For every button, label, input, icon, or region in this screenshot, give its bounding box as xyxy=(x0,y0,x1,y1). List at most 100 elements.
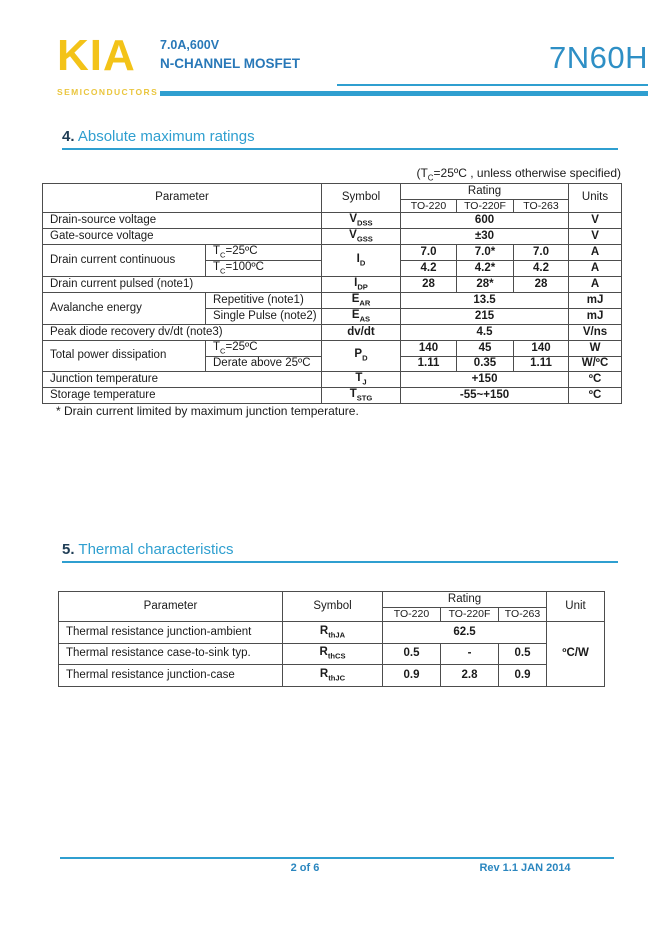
value-cell: 4.2* xyxy=(456,260,514,278)
column-header-symbol: Symbol xyxy=(282,591,383,622)
section4-number: 4. xyxy=(62,128,75,145)
column-header-unit: Unit xyxy=(546,591,606,622)
parameter-cell: Peak diode recovery dv/dt (note3) xyxy=(42,324,322,341)
symbol-cell: RthJA xyxy=(282,621,383,644)
table-row: Single Pulse (note2) EAS 215 mJ xyxy=(43,308,623,326)
value-cell: 7.0 xyxy=(400,244,457,262)
unit-cell: mJ xyxy=(568,292,623,310)
symbol-cell: VGSS xyxy=(321,228,401,246)
section5-number: 5. xyxy=(62,541,75,558)
header-rule-thin xyxy=(337,84,648,86)
symbol-cell: IDP xyxy=(321,276,401,294)
part-number: 7N60H xyxy=(549,40,648,75)
symbol-cell: RthJC xyxy=(282,664,383,687)
header-row: Parameter Symbol Rating Unit xyxy=(58,591,606,622)
value-cell: 600 xyxy=(399,212,570,230)
parameter-cell: Thermal resistance junction-ambient xyxy=(58,621,283,644)
value-cell: 0.5 xyxy=(497,642,548,665)
unit-cell: ºC xyxy=(568,387,623,405)
value-cell: 13.5 xyxy=(399,292,570,310)
section4-title: Absolute maximum ratings xyxy=(77,128,255,145)
subparameter-cell: Single Pulse (note2) xyxy=(205,308,322,326)
value-cell: -55~+150 xyxy=(399,387,570,405)
value-cell: 0.9 xyxy=(497,664,548,687)
table-row: Junction temperature TJ +150 ºC xyxy=(42,371,623,389)
thermal-characteristics-table: Parameter Symbol Rating Unit TO-220 TO-220F TO… xyxy=(58,591,606,687)
parameter-cell: Total power dissipation xyxy=(42,339,206,373)
kia-logo: KIA xyxy=(57,31,136,80)
value-cell: 7.0* xyxy=(456,244,514,262)
table-row: Thermal resistance case-to-sink typ. RthC… xyxy=(58,642,605,665)
parameter-cell: Thermal resistance junction-case xyxy=(58,664,283,687)
value-cell: 215 xyxy=(399,308,570,326)
symbol-cell: EAS xyxy=(321,308,401,326)
parameter-cell: Gate-source voltage xyxy=(42,228,322,246)
table-row: Drain-source voltage VDSS 600 V xyxy=(42,212,623,230)
unit-cell: V xyxy=(568,212,623,230)
value-cell: 4.5 xyxy=(399,324,570,341)
value-cell: 0.5 xyxy=(382,642,441,665)
parameter-cell: Drain current continuous xyxy=(42,244,206,278)
table-row: Total power dissipation TC=25ºC PD 140 45 140… xyxy=(42,339,623,373)
symbol-cell: ID xyxy=(321,244,401,278)
column-header-rating: Rating xyxy=(399,183,570,200)
value-cell: 4.2 xyxy=(400,260,457,278)
section4-rule xyxy=(62,148,618,150)
subparameter-cell: TC=100ºC xyxy=(205,260,322,278)
section5-title: Thermal characteristics xyxy=(78,541,234,558)
unit-cell: W/ºC xyxy=(568,355,623,373)
parameter-cell: Avalanche energy xyxy=(42,292,206,326)
section5-heading: 5. Thermal characteristics xyxy=(62,541,233,558)
unit-cell: W xyxy=(568,339,623,357)
unit-cell: V/ns xyxy=(568,324,623,341)
section4-heading: 4. Absolute maximum ratings xyxy=(62,128,255,145)
package-header: TO-220F xyxy=(456,198,514,214)
value-cell: - xyxy=(440,642,499,665)
table-row: Gate-source voltage VGSS ±30 V xyxy=(42,228,623,246)
table-footnote: * Drain current limited by maximum junct… xyxy=(56,404,359,418)
value-cell: +150 xyxy=(399,371,570,389)
symbol-cell: dv/dt xyxy=(321,324,401,341)
table-row: Derate above 25ºC 1.11 0.35 1.11 W/ºC xyxy=(43,355,623,373)
value-cell: 140 xyxy=(400,339,457,357)
column-header-rating: Rating xyxy=(381,591,548,608)
symbol-cell: TJ xyxy=(321,371,401,389)
unit-cell: mJ xyxy=(568,308,623,326)
value-cell: ±30 xyxy=(399,228,570,246)
value-cell: 7.0 xyxy=(512,244,570,262)
unit-cell: A xyxy=(568,244,623,262)
device-rating-text: 7.0A,600V xyxy=(160,38,220,52)
unit-cell: A xyxy=(568,276,623,294)
package-header: TO-263 xyxy=(512,198,570,214)
table-row: Drain current continuous TC=25ºC ID 7.0 7.0*… xyxy=(42,244,623,278)
value-cell: 28 xyxy=(512,276,570,294)
unit-cell: ºC xyxy=(568,371,623,389)
package-header-row: TO-220 TO-220F TO-263 xyxy=(59,607,605,622)
unit-cell: A xyxy=(568,260,623,278)
header-row: Parameter Symbol Rating Units xyxy=(42,182,623,214)
device-subtitle: 7.0A,600V N-CHANNEL MOSFET xyxy=(160,38,300,73)
absolute-maximum-ratings-table: Parameter Symbol Rating Units TO-220 TO-220F T… xyxy=(42,182,623,405)
column-header-symbol: Symbol xyxy=(321,182,401,214)
package-header: TO-220 xyxy=(382,607,441,622)
page-number: 2 of 6 xyxy=(290,862,320,874)
table-row: TC=100ºC 4.2 4.2* 4.2 A xyxy=(43,260,623,278)
column-header-unit: Units xyxy=(568,182,623,214)
value-cell: 140 xyxy=(512,339,570,357)
subparameter-cell: Derate above 25ºC xyxy=(205,355,322,373)
symbol-cell: VDSS xyxy=(321,212,401,230)
table-row: Drain current pulsed (note1) IDP 28 28* 28 A xyxy=(42,276,623,294)
kia-logo-subtext: SEMICONDUCTORS xyxy=(57,87,159,97)
symbol-cell: PD xyxy=(321,339,401,373)
package-header-row: TO-220 TO-220F TO-263 xyxy=(43,198,622,214)
table-row: Avalanche energy Repetitive (note1) EAR 13.… xyxy=(42,292,623,326)
table-row: Peak diode recovery dv/dt (note3) dv/dt 4.… xyxy=(42,324,623,341)
footer-rule xyxy=(60,857,614,859)
symbol-cell: EAR xyxy=(321,292,401,310)
unit-cell: ºC/W xyxy=(546,621,606,687)
parameter-cell: Thermal resistance case-to-sink typ. xyxy=(58,642,283,665)
table-row: Thermal resistance junction-ambient RthJA… xyxy=(58,621,606,687)
parameter-cell: Storage temperature xyxy=(42,387,322,405)
parameter-cell: Drain-source voltage xyxy=(42,212,322,230)
